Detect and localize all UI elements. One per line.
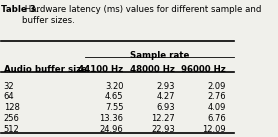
Text: 2.93: 2.93 <box>156 82 175 91</box>
Text: 48000 Hz: 48000 Hz <box>130 65 175 74</box>
Text: Audio buffer size: Audio buffer size <box>4 65 87 74</box>
Text: 44100 Hz: 44100 Hz <box>78 65 123 74</box>
Text: 7.55: 7.55 <box>105 103 123 112</box>
Text: 6.93: 6.93 <box>156 103 175 112</box>
Text: 32: 32 <box>4 82 14 91</box>
Text: 12.27: 12.27 <box>151 114 175 123</box>
Text: 256: 256 <box>4 114 19 123</box>
Text: 4.09: 4.09 <box>207 103 226 112</box>
Text: 128: 128 <box>4 103 19 112</box>
Text: 512: 512 <box>4 125 19 134</box>
Text: 12.09: 12.09 <box>202 125 226 134</box>
Text: 4.27: 4.27 <box>156 92 175 101</box>
Text: 3.20: 3.20 <box>105 82 123 91</box>
Text: Hardware latency (ms) values for different sample and
buffer sizes.: Hardware latency (ms) values for differe… <box>22 5 261 25</box>
Text: 4.65: 4.65 <box>105 92 123 101</box>
Text: Sample rate: Sample rate <box>130 51 189 60</box>
Text: 6.76: 6.76 <box>207 114 226 123</box>
Text: 22.93: 22.93 <box>151 125 175 134</box>
Text: 2.09: 2.09 <box>207 82 226 91</box>
Text: 24.96: 24.96 <box>100 125 123 134</box>
Text: 64: 64 <box>4 92 14 101</box>
Text: 96000 Hz: 96000 Hz <box>181 65 226 74</box>
Text: Table 3.: Table 3. <box>1 5 39 14</box>
Text: 13.36: 13.36 <box>100 114 123 123</box>
Text: 2.76: 2.76 <box>207 92 226 101</box>
